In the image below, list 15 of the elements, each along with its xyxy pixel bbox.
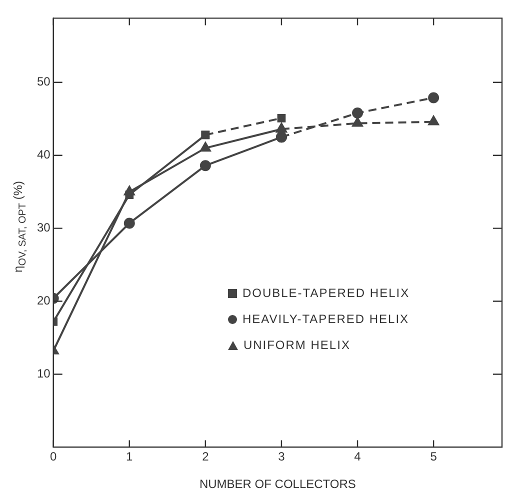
y-tick-label: 30 — [36, 220, 51, 235]
legend-label: HEAVILY-TAPERED HELIX — [242, 312, 410, 326]
x-tick-label: 0 — [50, 450, 58, 464]
legend-label: UNIFORM HELIX — [243, 338, 350, 352]
y-tick-label: 20 — [36, 294, 51, 308]
x-tick-label: 2 — [202, 450, 210, 464]
x-tick-label: 1 — [126, 450, 134, 464]
y-tick-label: 10 — [36, 366, 51, 381]
x-tick-label: 3 — [278, 450, 286, 464]
x-tick-label: 4 — [354, 450, 362, 464]
y-tick-label: 40 — [36, 148, 51, 162]
x-tick-label: 5 — [430, 450, 438, 464]
legend-label: DOUBLE-TAPERED HELIX — [242, 286, 410, 300]
x-axis-title: NUMBER OF COLLECTORS — [199, 477, 356, 492]
y-tick-label: 50 — [36, 74, 51, 89]
